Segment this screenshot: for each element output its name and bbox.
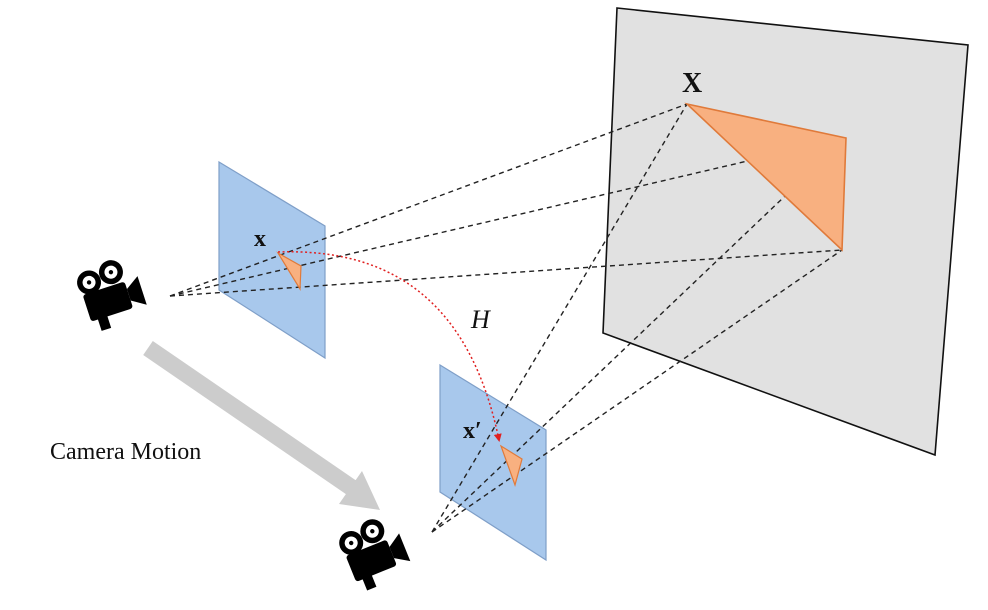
- image-point-2-label: x′: [463, 418, 482, 444]
- image-plane-2: [439, 363, 547, 562]
- projection-lines-camera-1: [169, 103, 847, 297]
- world-triangle: [684, 102, 847, 252]
- image-triangle-1: [276, 251, 302, 291]
- camera-motion-arrow: [143, 340, 380, 510]
- image-plane-1: [218, 160, 326, 360]
- world-point-label: X: [682, 68, 702, 99]
- movie-camera-icon: [339, 519, 411, 591]
- homography-arc: [277, 251, 502, 442]
- homography-label: H: [470, 305, 491, 334]
- image-triangle-2: [499, 444, 523, 488]
- camera-motion-label: Camera Motion: [50, 439, 201, 465]
- projection-lines-camera-2: [431, 103, 847, 533]
- movie-camera-icon: [77, 260, 147, 331]
- world-plane: [602, 7, 969, 457]
- image-point-1-label: x: [254, 226, 266, 252]
